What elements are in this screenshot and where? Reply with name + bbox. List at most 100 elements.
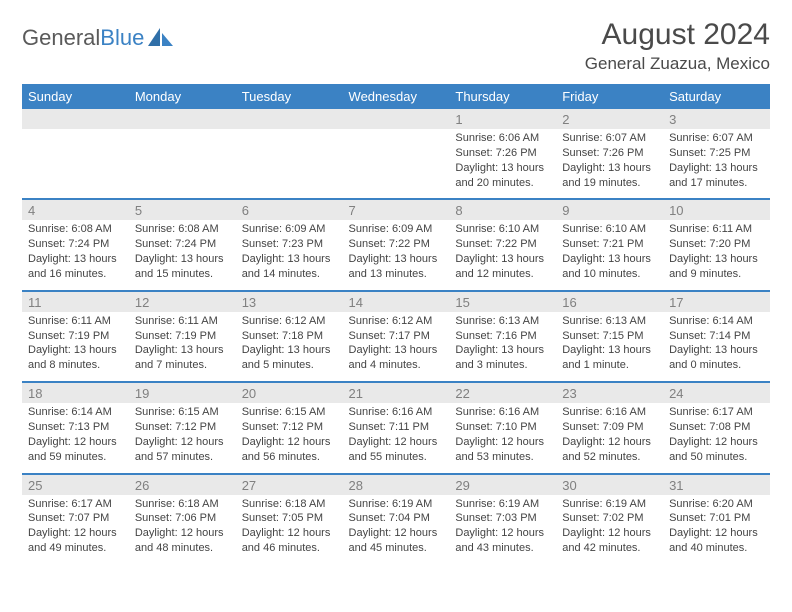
sunset-text: Sunset: 7:25 PM — [669, 146, 764, 161]
daylight-text: Daylight: 13 hours and 13 minutes. — [349, 252, 444, 282]
day-detail-cell: Sunrise: 6:17 AMSunset: 7:08 PMDaylight:… — [663, 403, 770, 473]
week-number-row: 18192021222324 — [22, 382, 770, 403]
day-number: 28 — [343, 475, 450, 495]
day-number: 27 — [236, 475, 343, 495]
day-header: Thursday — [449, 84, 556, 109]
day-number: 25 — [22, 475, 129, 495]
calendar-body: 123Sunrise: 6:06 AMSunset: 7:26 PMDaylig… — [22, 109, 770, 564]
sunrise-text: Sunrise: 6:09 AM — [242, 222, 337, 237]
day-number-cell: 23 — [556, 382, 663, 403]
daylight-text: Daylight: 13 hours and 4 minutes. — [349, 343, 444, 373]
sunrise-text: Sunrise: 6:14 AM — [28, 405, 123, 420]
day-number-cell: 21 — [343, 382, 450, 403]
week-number-row: 123 — [22, 109, 770, 129]
day-number: 24 — [663, 383, 770, 403]
day-detail-cell: Sunrise: 6:16 AMSunset: 7:09 PMDaylight:… — [556, 403, 663, 473]
day-number-cell: 27 — [236, 474, 343, 495]
day-detail-cell: Sunrise: 6:16 AMSunset: 7:11 PMDaylight:… — [343, 403, 450, 473]
sunset-text: Sunset: 7:18 PM — [242, 329, 337, 344]
sunrise-text: Sunrise: 6:11 AM — [669, 222, 764, 237]
day-number: 17 — [663, 292, 770, 312]
sunset-text: Sunset: 7:20 PM — [669, 237, 764, 252]
logo-word1: General — [22, 25, 100, 50]
sunrise-text: Sunrise: 6:12 AM — [349, 314, 444, 329]
day-number: 19 — [129, 383, 236, 403]
week-detail-row: Sunrise: 6:17 AMSunset: 7:07 PMDaylight:… — [22, 495, 770, 564]
day-detail-cell: Sunrise: 6:19 AMSunset: 7:03 PMDaylight:… — [449, 495, 556, 564]
day-number-cell: 11 — [22, 291, 129, 312]
day-number-cell: 2 — [556, 109, 663, 129]
day-detail-cell — [343, 129, 450, 199]
daylight-text: Daylight: 12 hours and 46 minutes. — [242, 526, 337, 556]
day-number: 20 — [236, 383, 343, 403]
day-number-cell: 26 — [129, 474, 236, 495]
day-detail-cell: Sunrise: 6:10 AMSunset: 7:22 PMDaylight:… — [449, 220, 556, 290]
day-number: 12 — [129, 292, 236, 312]
sunrise-text: Sunrise: 6:07 AM — [562, 131, 657, 146]
sunrise-text: Sunrise: 6:19 AM — [349, 497, 444, 512]
daylight-text: Daylight: 13 hours and 9 minutes. — [669, 252, 764, 282]
day-number: 22 — [449, 383, 556, 403]
day-detail-cell: Sunrise: 6:14 AMSunset: 7:14 PMDaylight:… — [663, 312, 770, 382]
sunset-text: Sunset: 7:04 PM — [349, 511, 444, 526]
day-detail-cell: Sunrise: 6:14 AMSunset: 7:13 PMDaylight:… — [22, 403, 129, 473]
day-number: 11 — [22, 292, 129, 312]
day-number-cell: 29 — [449, 474, 556, 495]
page-subtitle: General Zuazua, Mexico — [585, 54, 770, 74]
day-number-cell — [129, 109, 236, 129]
day-header: Saturday — [663, 84, 770, 109]
day-number-cell: 30 — [556, 474, 663, 495]
day-detail-cell: Sunrise: 6:19 AMSunset: 7:02 PMDaylight:… — [556, 495, 663, 564]
daylight-text: Daylight: 13 hours and 12 minutes. — [455, 252, 550, 282]
day-header-row: Sunday Monday Tuesday Wednesday Thursday… — [22, 84, 770, 109]
sunrise-text: Sunrise: 6:13 AM — [562, 314, 657, 329]
day-number: 16 — [556, 292, 663, 312]
day-detail-cell: Sunrise: 6:12 AMSunset: 7:18 PMDaylight:… — [236, 312, 343, 382]
day-number-cell — [22, 109, 129, 129]
sunset-text: Sunset: 7:23 PM — [242, 237, 337, 252]
daylight-text: Daylight: 12 hours and 57 minutes. — [135, 435, 230, 465]
day-number-cell: 28 — [343, 474, 450, 495]
sunset-text: Sunset: 7:22 PM — [349, 237, 444, 252]
day-number: 7 — [343, 200, 450, 220]
day-number-cell: 17 — [663, 291, 770, 312]
logo-word2: Blue — [100, 25, 144, 50]
sunset-text: Sunset: 7:08 PM — [669, 420, 764, 435]
daylight-text: Daylight: 12 hours and 52 minutes. — [562, 435, 657, 465]
sunset-text: Sunset: 7:01 PM — [669, 511, 764, 526]
day-number-cell: 13 — [236, 291, 343, 312]
day-detail-cell: Sunrise: 6:12 AMSunset: 7:17 PMDaylight:… — [343, 312, 450, 382]
week-detail-row: Sunrise: 6:14 AMSunset: 7:13 PM Daylight:… — [22, 403, 770, 473]
day-detail-cell: Sunrise: 6:17 AMSunset: 7:07 PMDaylight:… — [22, 495, 129, 564]
title-block: August 2024 General Zuazua, Mexico — [585, 18, 770, 74]
day-number-cell: 24 — [663, 382, 770, 403]
day-detail-cell: Sunrise: 6:10 AMSunset: 7:21 PMDaylight:… — [556, 220, 663, 290]
sunset-text: Sunset: 7:10 PM — [455, 420, 550, 435]
day-detail-cell: Sunrise: 6:07 AMSunset: 7:25 PMDaylight:… — [663, 129, 770, 199]
sunrise-text: Sunrise: 6:09 AM — [349, 222, 444, 237]
sunrise-text: Sunrise: 6:10 AM — [455, 222, 550, 237]
day-number-cell: 14 — [343, 291, 450, 312]
day-number: 31 — [663, 475, 770, 495]
sunrise-text: Sunrise: 6:11 AM — [28, 314, 123, 329]
sunset-text: Sunset: 7:16 PM — [455, 329, 550, 344]
day-detail-cell: Sunrise: 6:09 AMSunset: 7:22 PMDaylight:… — [343, 220, 450, 290]
day-detail-cell — [22, 129, 129, 199]
daylight-text: Daylight: 13 hours and 3 minutes. — [455, 343, 550, 373]
day-detail-cell: Sunrise: 6:11 AMSunset: 7:19 PMDaylight:… — [22, 312, 129, 382]
daylight-text: Daylight: 13 hours and 0 minutes. — [669, 343, 764, 373]
day-number-cell: 9 — [556, 199, 663, 220]
sunrise-text: Sunrise: 6:16 AM — [562, 405, 657, 420]
day-detail-cell: Sunrise: 6:11 AMSunset: 7:19 PMDaylight:… — [129, 312, 236, 382]
daylight-text: Daylight: 12 hours and 55 minutes. — [349, 435, 444, 465]
sunset-text: Sunset: 7:13 PM — [28, 420, 123, 435]
sunrise-text: Sunrise: 6:19 AM — [562, 497, 657, 512]
sunrise-text: Sunrise: 6:16 AM — [455, 405, 550, 420]
sunrise-text: Sunrise: 6:19 AM — [455, 497, 550, 512]
day-header: Wednesday — [343, 84, 450, 109]
day-detail-cell: Sunrise: 6:16 AMSunset: 7:10 PMDaylight:… — [449, 403, 556, 473]
sunset-text: Sunset: 7:19 PM — [28, 329, 123, 344]
daylight-text: Daylight: 13 hours and 19 minutes. — [562, 161, 657, 191]
day-detail-cell: Sunrise: 6:08 AMSunset: 7:24 PMDaylight:… — [129, 220, 236, 290]
day-number: 14 — [343, 292, 450, 312]
